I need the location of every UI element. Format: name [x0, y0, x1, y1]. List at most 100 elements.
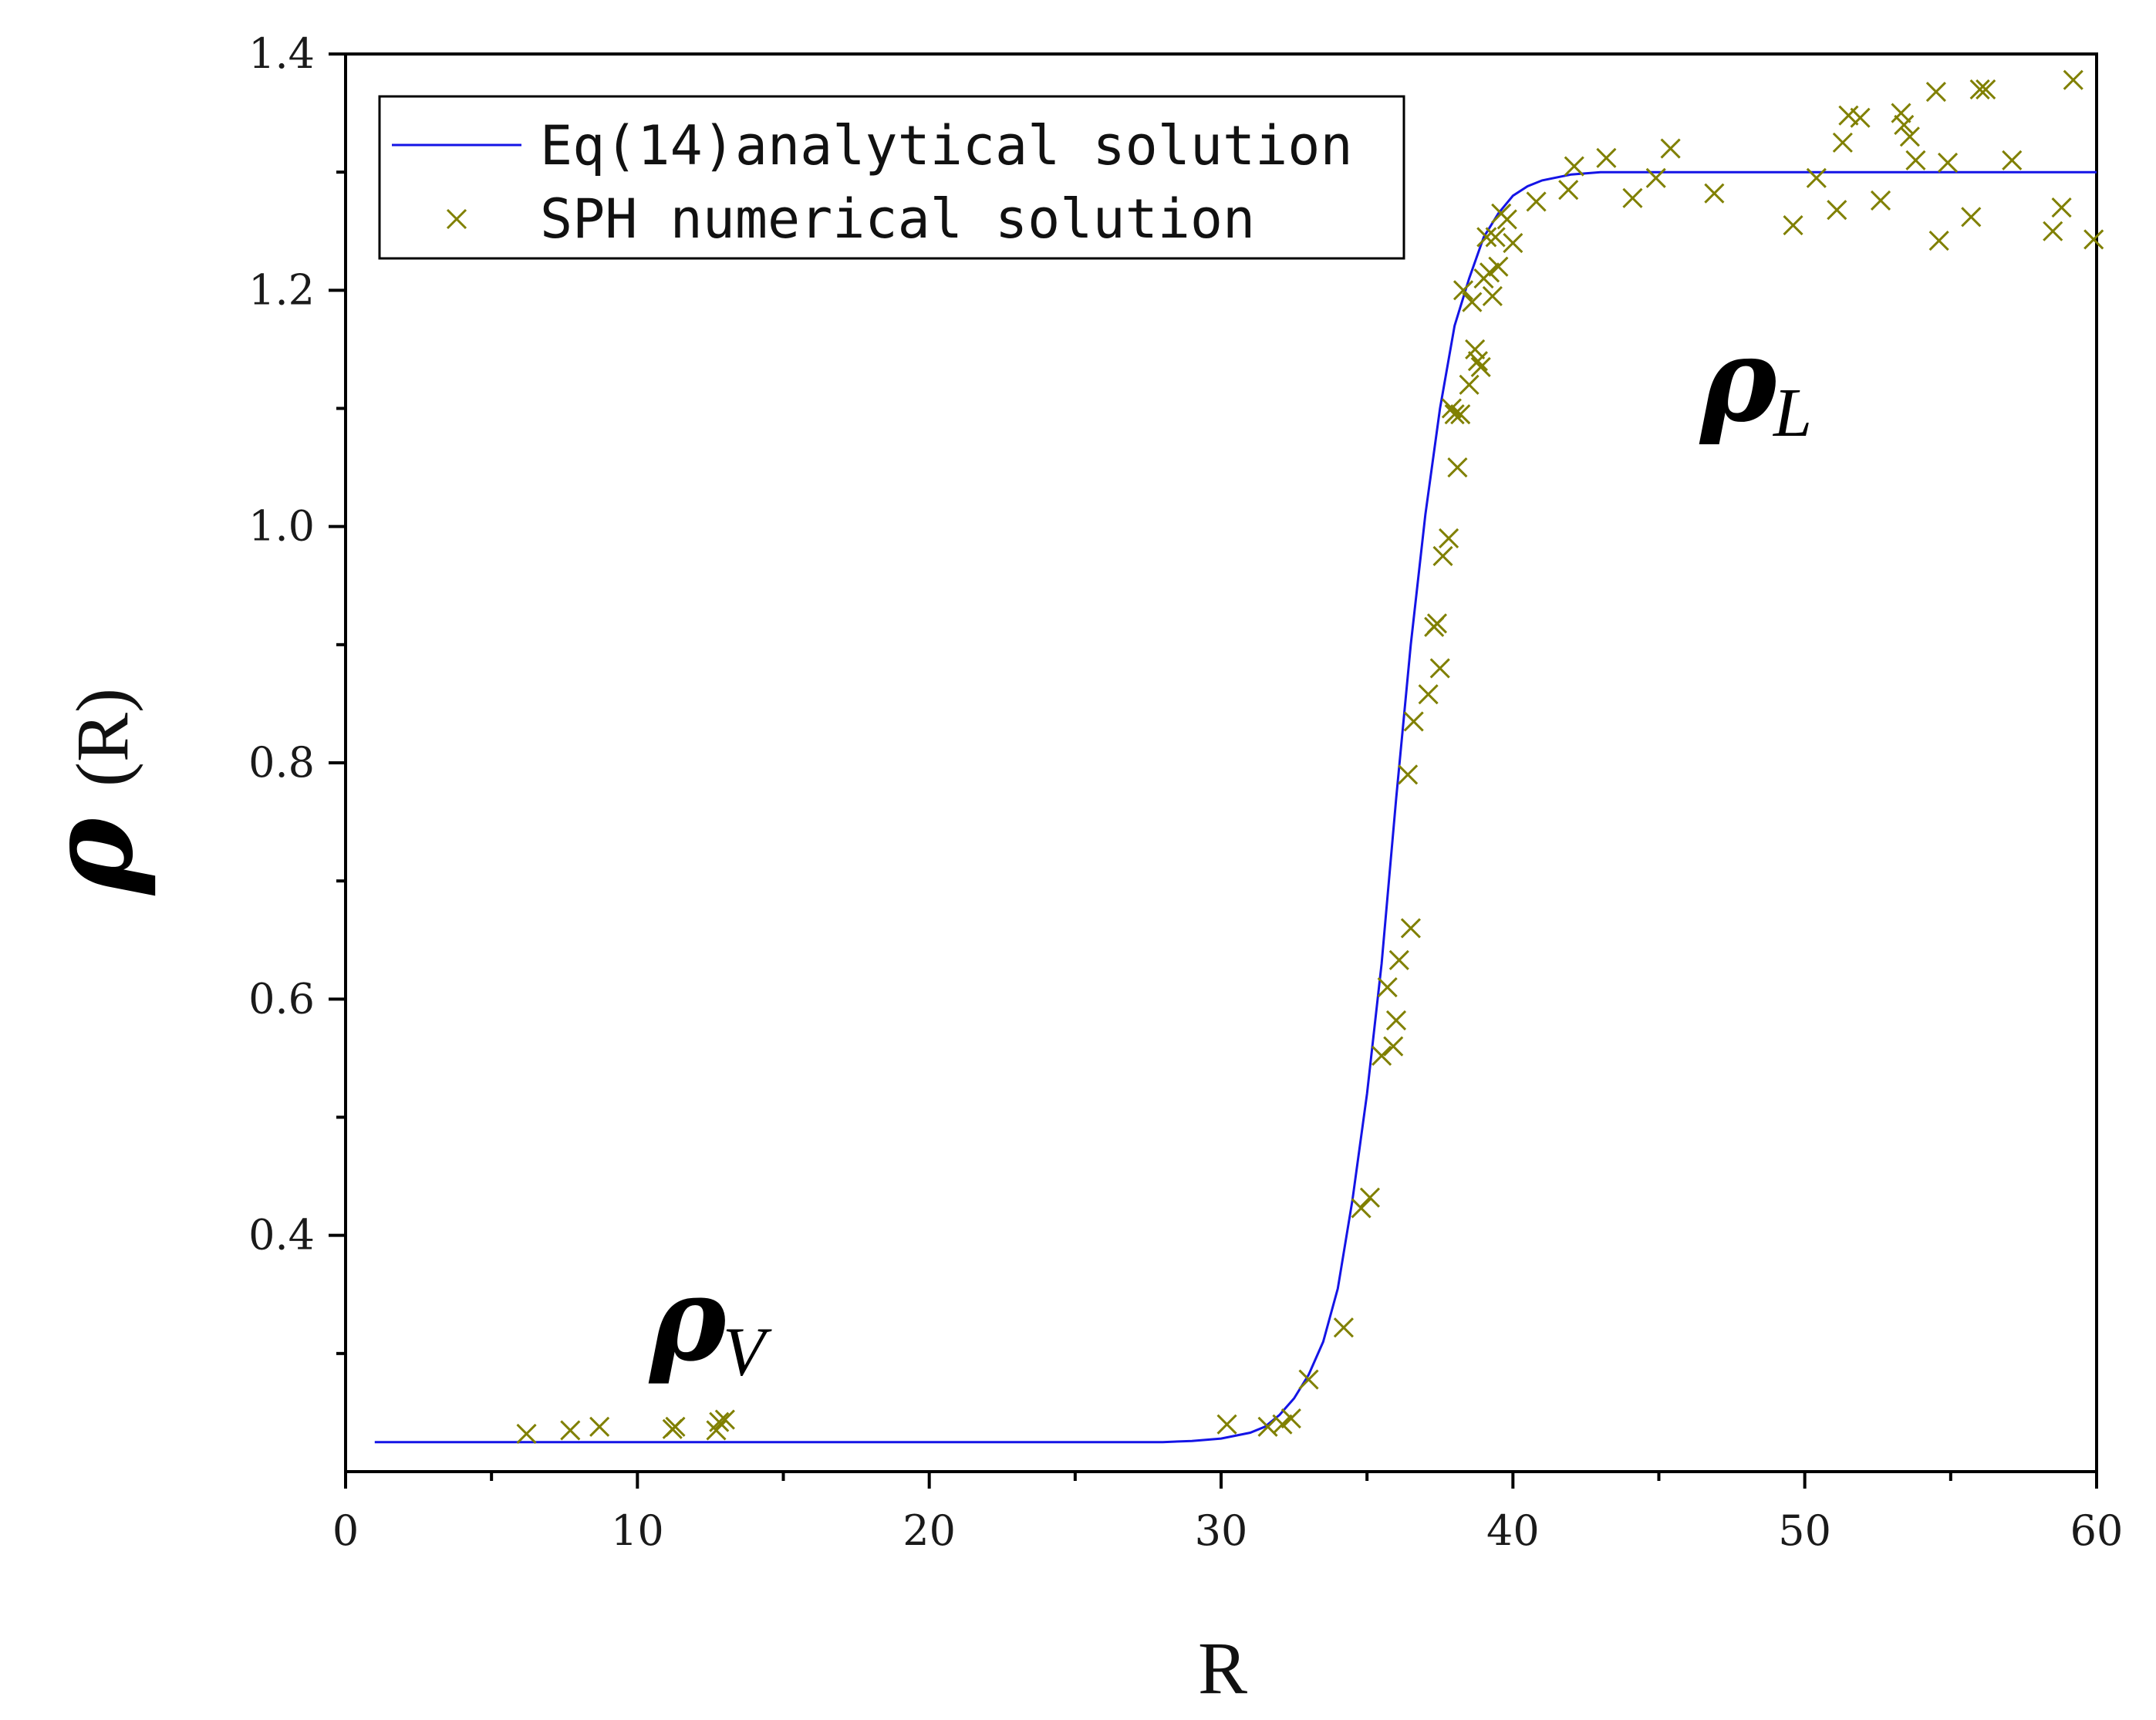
annotation-rho-v: ρ — [648, 1251, 727, 1387]
sph-point — [1470, 356, 1491, 377]
y-axis-title: ρ (R) — [23, 688, 159, 896]
sph-point-stroke — [1467, 351, 1488, 372]
sph-point — [1432, 545, 1453, 567]
sph-point — [1453, 280, 1474, 301]
sph-point-stroke — [1465, 339, 1486, 359]
sph-point — [1418, 684, 1439, 705]
sph-point — [1850, 107, 1871, 128]
y-axis-symbol: ρ — [23, 817, 159, 896]
series-layer — [374, 69, 2104, 1445]
sph-point — [1526, 191, 1547, 212]
sph-point — [1465, 339, 1486, 359]
sph-point-stroke — [1385, 1010, 1407, 1030]
sph-point — [1333, 1317, 1354, 1338]
y-tick-label: 1.0 — [248, 502, 315, 551]
sph-point — [1272, 1414, 1293, 1435]
sph-point-stroke — [1827, 200, 1847, 221]
sph-point-stroke — [1969, 79, 1990, 100]
sph-point-stroke — [1418, 684, 1439, 705]
sph-point-stroke — [1441, 398, 1462, 419]
sph-point-stroke — [1806, 167, 1827, 188]
sph-point — [589, 1416, 610, 1437]
sph-point-stroke — [714, 1409, 735, 1430]
plot-frame — [344, 52, 2098, 1473]
sph-point-stroke — [1783, 215, 1803, 236]
sph-point — [1439, 528, 1459, 549]
sph-point — [2043, 221, 2063, 241]
y-tick-label: 0.6 — [248, 974, 315, 1023]
sph-point-stroke — [1333, 1317, 1354, 1338]
sph-point-stroke — [2051, 197, 2072, 218]
sph-point-stroke — [1891, 103, 1911, 123]
sph-point-stroke — [1462, 292, 1483, 312]
legend-box — [378, 95, 1405, 260]
sph-point-stroke — [1377, 976, 1398, 998]
y-tick-label: 1.4 — [248, 29, 315, 78]
sph-point — [2002, 150, 2023, 170]
sph-point-stroke — [1482, 285, 1503, 307]
plot-border — [344, 52, 2098, 1473]
analytical-solution-line — [374, 170, 2097, 1444]
sph-point-stroke — [665, 1416, 686, 1437]
sph-point — [1806, 167, 1827, 188]
sph-point-stroke — [1894, 114, 1915, 135]
sph-point — [1444, 404, 1465, 425]
sph-point — [1496, 209, 1517, 230]
sph-point — [1925, 81, 1946, 103]
sph-point-stroke — [1905, 150, 1926, 170]
sph-point-stroke — [1480, 262, 1500, 283]
sph-point — [1961, 207, 1982, 228]
sph-point-stroke — [1400, 918, 1421, 939]
sph-point-stroke — [2083, 229, 2104, 250]
sph-point — [1894, 114, 1915, 135]
sph-point — [1838, 105, 1859, 126]
sph-point — [1503, 233, 1523, 254]
sph-point — [1899, 126, 1920, 147]
legend: Eq(14)analytical solution SPH numerical … — [378, 95, 1405, 260]
sph-point — [1783, 215, 1803, 236]
sph-point — [1383, 1036, 1404, 1057]
sph-point — [1351, 1198, 1372, 1219]
x-tick-label: 50 — [1778, 1506, 1831, 1555]
sph-point — [1969, 79, 1990, 100]
sph-point — [1704, 183, 1725, 204]
x-tick-label: 0 — [332, 1506, 359, 1555]
sph-point-stroke — [1351, 1198, 1372, 1219]
sph-point — [1476, 227, 1497, 248]
sph-point — [1928, 230, 1949, 251]
sph-point-stroke — [1398, 764, 1419, 785]
sph-point — [1660, 138, 1681, 159]
sph-point-stroke — [1453, 280, 1474, 301]
sph-point — [1832, 132, 1853, 153]
sph-point — [1426, 613, 1448, 634]
legend-label-sph: SPH numerical solution — [540, 187, 1255, 251]
sph-point-stroke — [1660, 138, 1681, 159]
sph-point-stroke — [2043, 221, 2063, 241]
sph-point-stroke — [1450, 404, 1471, 425]
sph-point-stroke — [1272, 1414, 1293, 1435]
sph-point — [560, 1420, 581, 1441]
sph-point-stroke — [1372, 1045, 1392, 1066]
sph-point — [1377, 976, 1398, 998]
sph-point-stroke — [1526, 191, 1547, 212]
y-tick-label: 0.4 — [248, 1211, 315, 1260]
x-tick-label: 60 — [2070, 1506, 2124, 1555]
sph-point-stroke — [1426, 613, 1448, 634]
sph-point — [1447, 457, 1468, 478]
sph-point-stroke — [1850, 107, 1871, 128]
x-axis-title: R — [1198, 1627, 1247, 1709]
sph-point-stroke — [1432, 545, 1453, 567]
x-tick-label: 30 — [1195, 1506, 1248, 1555]
sph-point — [1459, 374, 1480, 395]
sph-point-stroke — [1383, 1036, 1404, 1057]
sph-point — [665, 1416, 686, 1437]
sph-point — [1216, 1414, 1237, 1435]
sph-point-stroke — [1925, 81, 1946, 103]
sph-point — [1488, 256, 1509, 277]
sph-point-stroke — [1503, 233, 1523, 254]
sph-point-stroke — [1645, 167, 1666, 188]
sph-point-stroke — [1359, 1187, 1381, 1208]
sph-point-stroke — [1870, 190, 1891, 211]
annotation-rho-l: ρ — [1699, 312, 1778, 448]
